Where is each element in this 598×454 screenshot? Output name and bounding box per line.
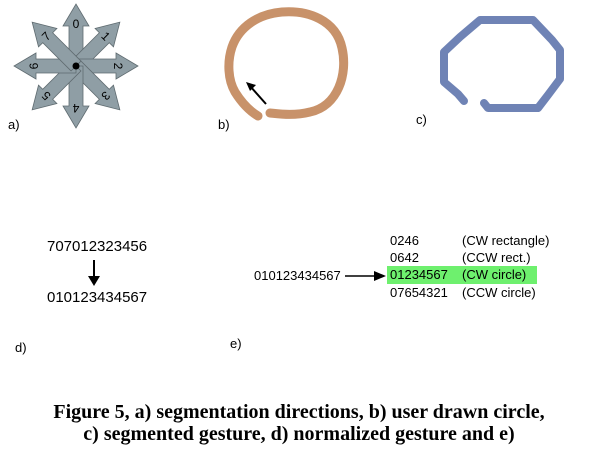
match-name: (CW circle) [462, 267, 527, 282]
normalized-sequence: 010123434567 [47, 289, 148, 306]
user-drawn-circle [224, 7, 349, 121]
match-code: 0642 [390, 250, 419, 265]
normalize-arrow [88, 260, 100, 286]
match-name: (CW rectangle) [462, 233, 550, 248]
direction-compass: 01234567 [13, 3, 139, 129]
query-sequence: 010123434567 [254, 268, 341, 283]
direction-label: 0 [73, 17, 80, 31]
panel-b-label: b) [218, 117, 230, 132]
direction-label: 4 [72, 101, 79, 115]
direction-label: 6 [27, 62, 41, 69]
match-code: 07654321 [390, 285, 448, 300]
match-code: 01234567 [390, 267, 448, 282]
compass-center-dot [72, 62, 80, 70]
figure-caption: Figure 5, a) segmentation directions, b)… [0, 401, 598, 445]
match-code: 0246 [390, 233, 419, 248]
input-sequence: 707012323456 [47, 238, 148, 255]
drawn-stroke [224, 7, 349, 121]
segmented-gesture [440, 16, 564, 112]
panel-c-label: c) [416, 112, 427, 127]
direction-label: 2 [111, 63, 125, 70]
caption-line-2: c) segmented gesture, d) normalized gest… [83, 423, 515, 445]
panel-e-label: e) [230, 336, 242, 351]
highlighted-match [387, 266, 537, 284]
compass-arrows: 01234567 [13, 3, 139, 129]
match-name: (CCW rect.) [462, 250, 531, 265]
match-arrow [345, 271, 386, 281]
panel-a-label: a) [8, 117, 20, 132]
match-name: (CCW circle) [462, 285, 536, 300]
direction-arrow-7: 7 [31, 21, 82, 72]
direction-arrowhead [246, 82, 256, 91]
direction-arrow [249, 85, 267, 105]
caption-line-1: Figure 5, a) segmentation directions, b)… [53, 401, 545, 423]
panel-d-label: d) [15, 340, 27, 355]
segmented-stroke [440, 16, 564, 112]
